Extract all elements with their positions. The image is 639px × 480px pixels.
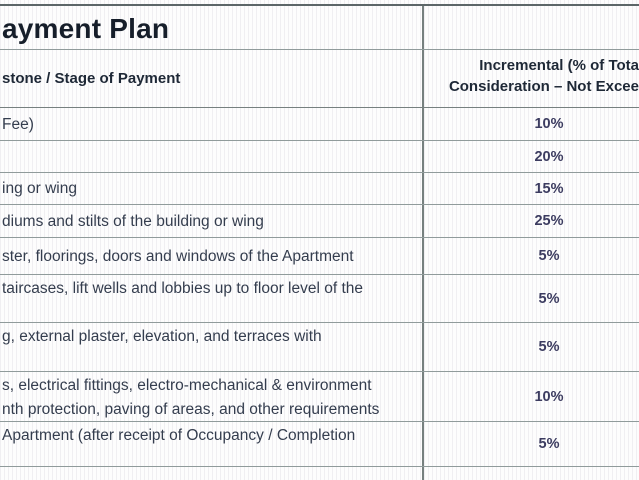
- percent-cell: 5%: [424, 238, 639, 274]
- stage-text: ing or wing: [2, 180, 77, 197]
- table-row: Apartment (after receipt of Occupancy / …: [0, 422, 639, 467]
- table-row: g, external plaster, elevation, and terr…: [0, 323, 639, 372]
- incremental-header-line1: Incremental (% of Tota: [479, 57, 639, 74]
- percent-value: 10%: [534, 388, 564, 405]
- stage-cell: diums and stilts of the building or wing: [0, 205, 424, 237]
- stage-text: s, electrical fittings, electro-mechanic…: [2, 377, 372, 394]
- stage-cell: Apartment (after receipt of Occupancy / …: [0, 422, 424, 466]
- table-row: ster, floorings, doors and windows of th…: [0, 238, 639, 275]
- partial-percent-cell: [424, 467, 639, 480]
- stage-text: ster, floorings, doors and windows of th…: [2, 247, 354, 265]
- percent-cell: 10%: [424, 108, 639, 140]
- table-row: 20%: [0, 141, 639, 173]
- percent-value: 5%: [538, 290, 560, 307]
- percent-value: 5%: [538, 248, 560, 264]
- stage-cell: s, electrical fittings, electro-mechanic…: [0, 372, 424, 421]
- title-right-cell: [424, 6, 639, 49]
- stage-cell: [0, 141, 424, 172]
- title-row: ayment Plan: [0, 6, 639, 50]
- stage-text-line2: nth protection, paving of areas, and oth…: [2, 401, 380, 418]
- incremental-header-line2: Consideration – Not Excee: [448, 78, 639, 95]
- percent-cell: 5%: [424, 422, 639, 466]
- incremental-header-cell: Incremental (% of Tota Consideration – N…: [424, 50, 639, 107]
- stage-text: taircases, lift wells and lobbies up to …: [2, 280, 363, 297]
- table-row: s, electrical fittings, electro-mechanic…: [0, 372, 639, 422]
- table-row: ing or wing 15%: [0, 173, 639, 205]
- milestone-header-label: stone / Stage of Payment: [2, 70, 181, 87]
- stage-text: g, external plaster, elevation, and terr…: [2, 328, 322, 345]
- title-cell: ayment Plan: [0, 6, 424, 49]
- stage-text: Apartment (after receipt of Occupancy / …: [2, 427, 356, 444]
- stage-text: diums and stilts of the building or wing: [2, 212, 264, 230]
- percent-cell: 5%: [424, 275, 639, 322]
- percent-cell: 25%: [424, 205, 639, 237]
- stage-cell: taircases, lift wells and lobbies up to …: [0, 275, 424, 322]
- table-row: Fee) 10%: [0, 108, 639, 141]
- payment-plan-table: ayment Plan stone / Stage of Payment Inc…: [0, 4, 639, 480]
- percent-cell: 20%: [424, 141, 639, 172]
- percent-value: 20%: [534, 148, 564, 165]
- percent-value: 10%: [534, 116, 564, 132]
- incremental-header-label: Incremental (% of Tota Consideration – N…: [424, 55, 639, 97]
- stage-cell: Fee): [0, 108, 424, 140]
- percent-cell: 10%: [424, 372, 639, 421]
- percent-value: 5%: [538, 436, 560, 452]
- stage-cell: ing or wing: [0, 173, 424, 204]
- table-row: diums and stilts of the building or wing…: [0, 205, 639, 238]
- stage-text: Fee): [2, 115, 34, 133]
- percent-value: 15%: [534, 180, 564, 197]
- milestone-header-cell: stone / Stage of Payment: [0, 50, 424, 107]
- percent-value: 25%: [534, 213, 564, 229]
- table-row: taircases, lift wells and lobbies up to …: [0, 275, 639, 323]
- percent-cell: 15%: [424, 173, 639, 204]
- page-title: ayment Plan: [2, 12, 170, 44]
- header-row: stone / Stage of Payment Incremental (% …: [0, 50, 639, 108]
- stage-cell: g, external plaster, elevation, and terr…: [0, 323, 424, 371]
- partial-bottom-row: [0, 467, 639, 480]
- stage-cell: ster, floorings, doors and windows of th…: [0, 238, 424, 274]
- table-body: Fee) 10% 20% ing or wing 15% diums and stilts…: [0, 108, 639, 467]
- percent-cell: 5%: [424, 323, 639, 371]
- percent-value: 5%: [538, 339, 560, 355]
- partial-stage-cell: [0, 467, 424, 480]
